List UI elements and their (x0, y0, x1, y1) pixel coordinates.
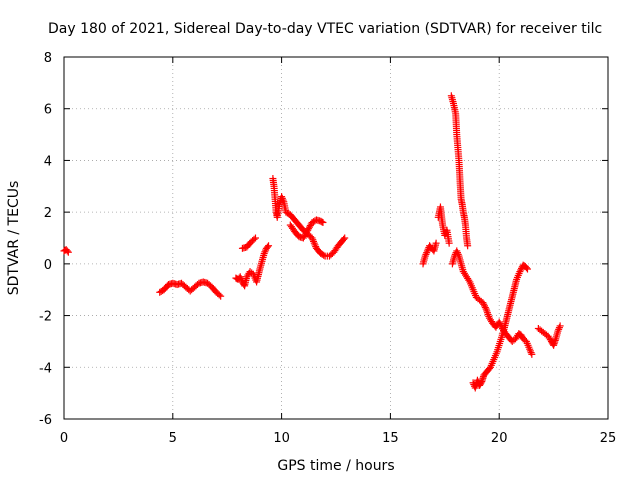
x-tick-label: 20 (491, 431, 508, 446)
y-tick-label: -6 (39, 413, 52, 428)
grid-lines (64, 57, 608, 419)
y-tick-label: 2 (44, 206, 52, 221)
sdtvar-chart: Day 180 of 2021, Sidereal Day-to-day VTE… (0, 0, 640, 480)
plot-frame (64, 57, 608, 419)
x-tick-label: 5 (169, 431, 177, 446)
y-tick-label: -2 (39, 310, 52, 325)
y-tick-label: -4 (39, 361, 52, 376)
x-axis-label: GPS time / hours (277, 458, 394, 474)
y-tick-label: 4 (44, 154, 52, 169)
y-axis-label: SDTVAR / TECUs (6, 181, 22, 296)
x-tick-label: 10 (273, 431, 290, 446)
y-tick-label: 0 (44, 258, 52, 273)
data-points (61, 92, 564, 391)
chart-title: Day 180 of 2021, Sidereal Day-to-day VTE… (48, 21, 602, 37)
tick-labels: 0 5 10 15 20 25 -6 -4 -2 0 2 4 6 8 (39, 51, 616, 446)
axis-ticks (64, 57, 608, 419)
x-tick-label: 0 (60, 431, 68, 446)
x-tick-label: 15 (382, 431, 399, 446)
y-tick-label: 6 (44, 103, 52, 118)
x-tick-label: 25 (600, 431, 617, 446)
data-point (555, 326, 562, 333)
y-tick-label: 8 (44, 51, 52, 66)
